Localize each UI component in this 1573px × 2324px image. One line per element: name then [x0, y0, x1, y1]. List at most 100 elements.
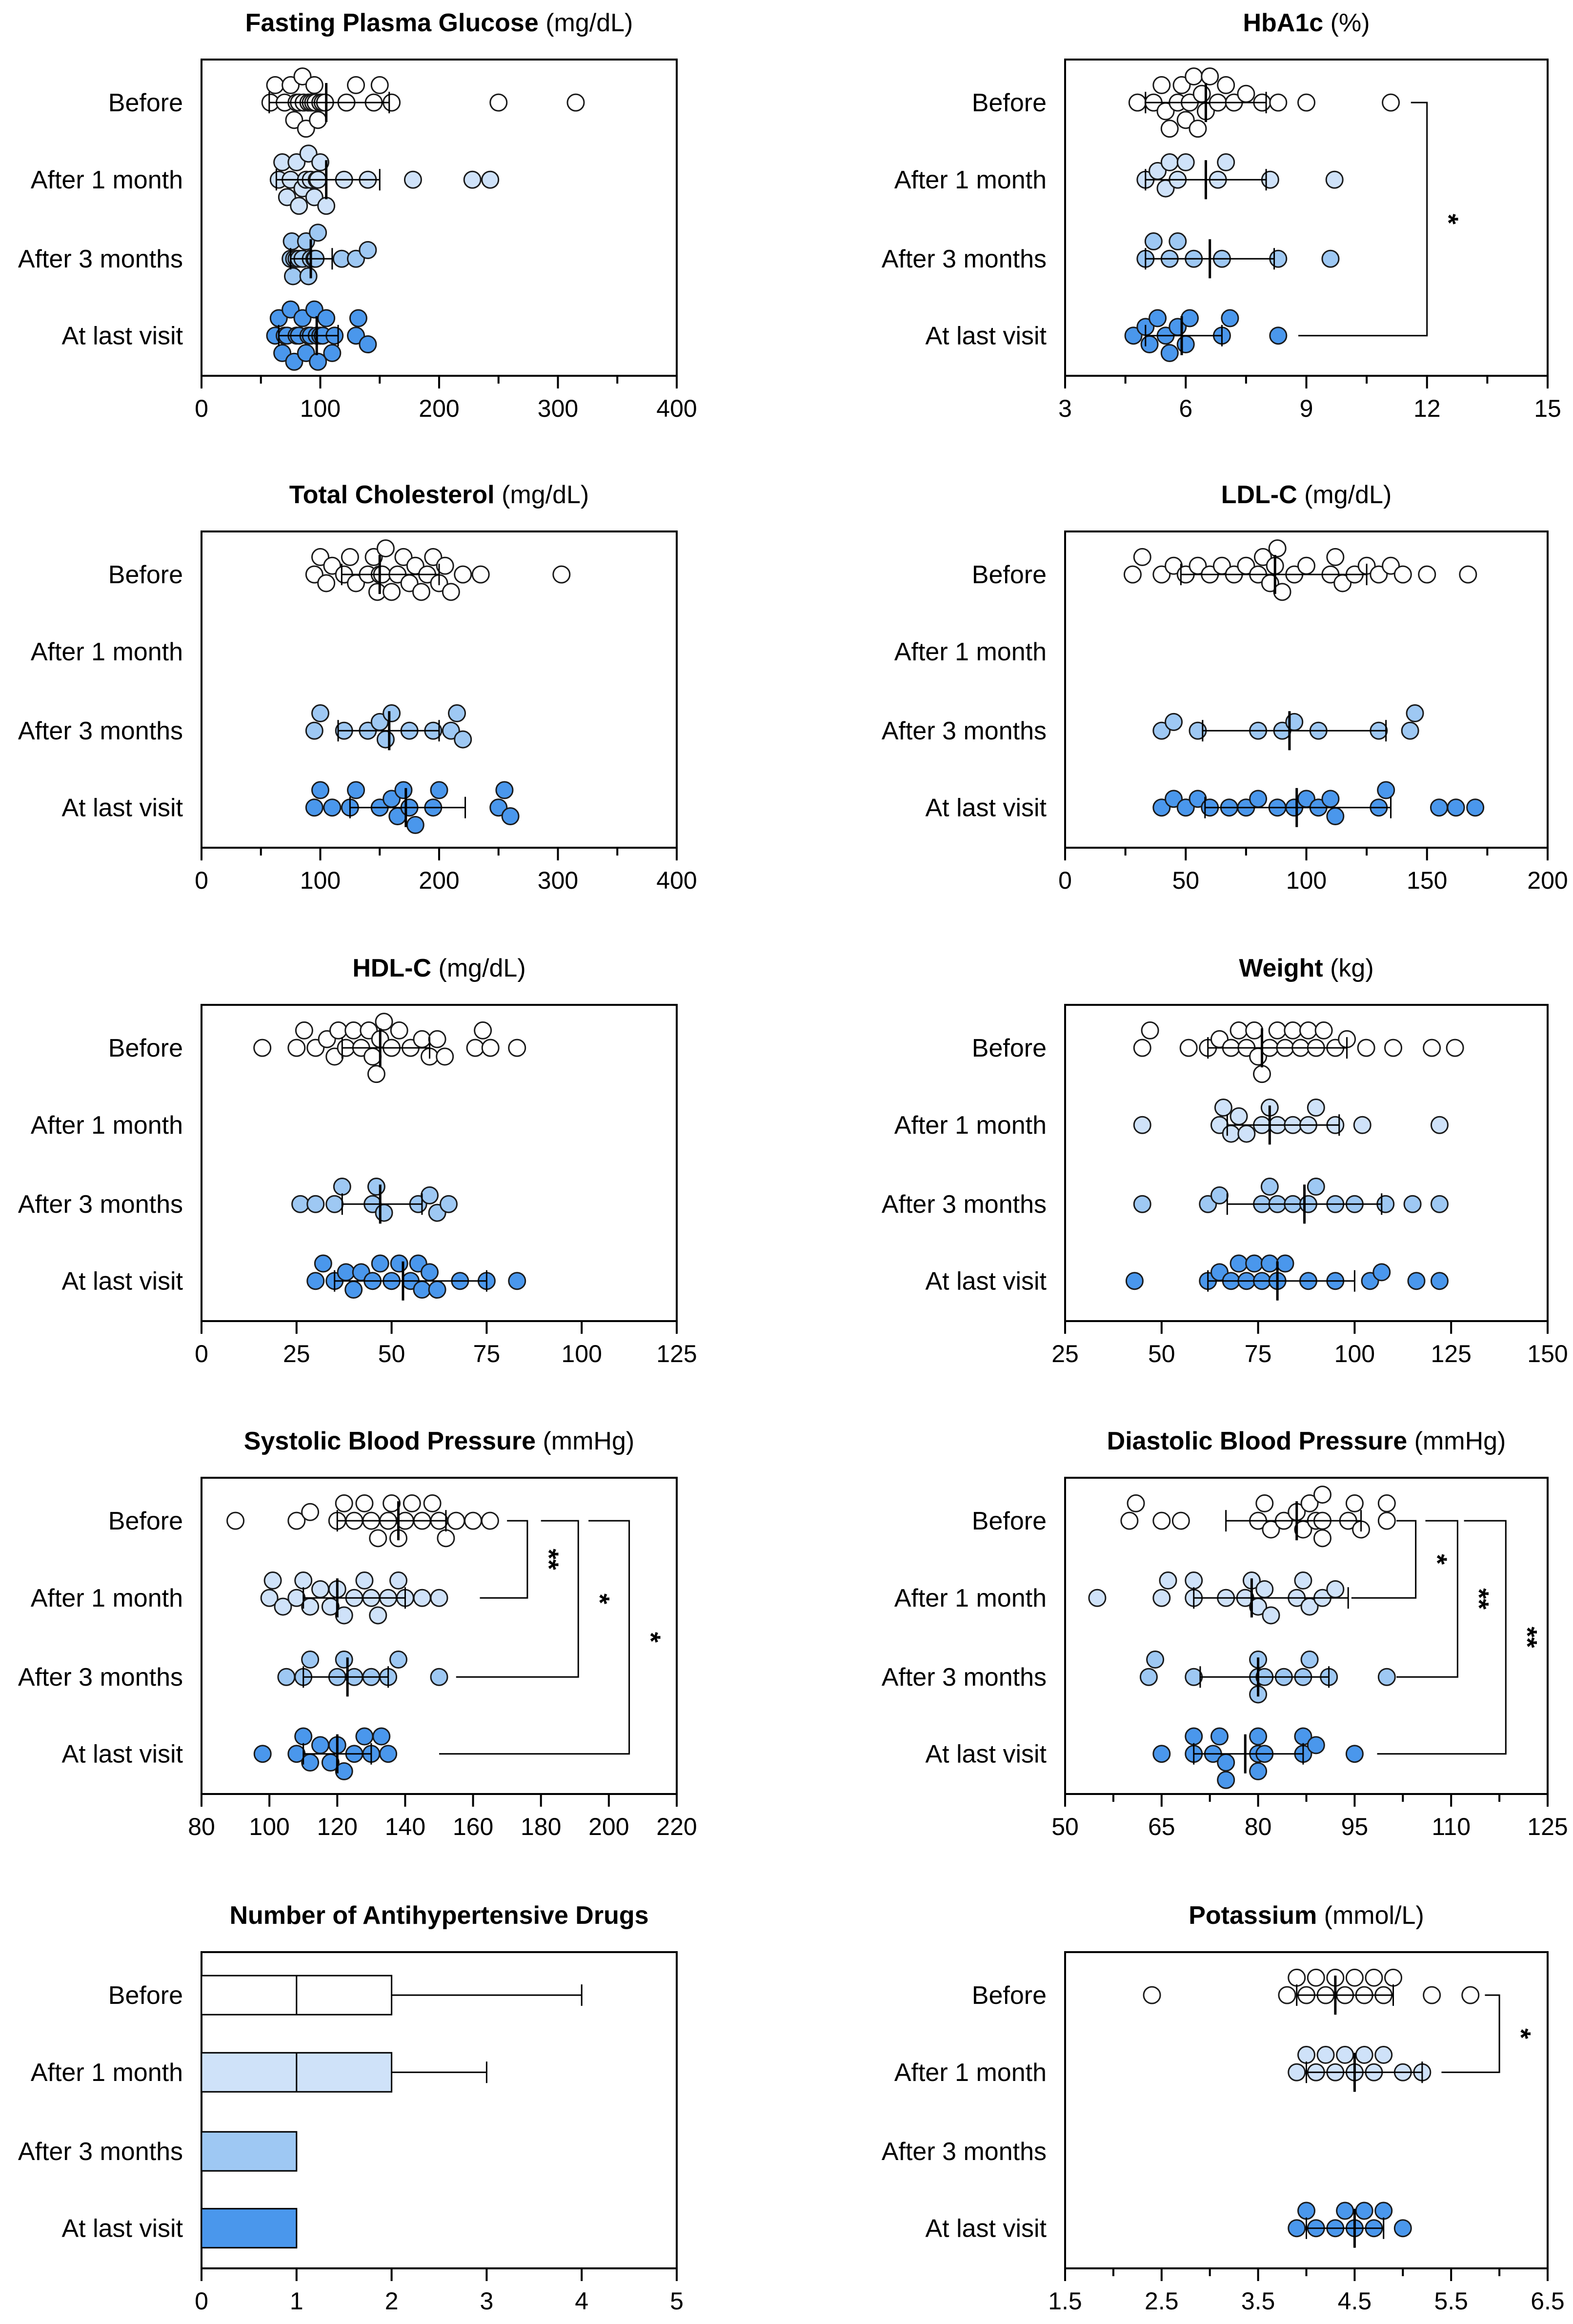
x-tick-label: 50: [1172, 867, 1199, 894]
data-point: [1273, 583, 1291, 601]
data-point: [1133, 548, 1151, 566]
category-label: After 1 month: [894, 638, 1047, 666]
x-tick-label: 140: [385, 1813, 425, 1840]
data-point: [1237, 84, 1255, 103]
bar: [201, 2131, 298, 2172]
data-point: [1313, 1529, 1331, 1548]
data-point: [1307, 1968, 1325, 1987]
category-label: After 3 months: [882, 717, 1047, 745]
data-point: [1269, 93, 1288, 112]
x-tick-label: 400: [656, 867, 697, 894]
category-label: After 1 month: [31, 1111, 183, 1140]
data-point: [375, 1203, 393, 1222]
data-point: [1152, 1745, 1171, 1763]
chart-panel: Systolic Blood Pressure (mmHg) 80 100 120 14…: [18, 1427, 697, 1840]
category-label: After 3 months: [882, 245, 1047, 273]
x-tick-label: 75: [473, 1340, 501, 1367]
data-point: [566, 93, 585, 112]
x-tick-label: 0: [195, 395, 208, 422]
x-tick-label: 25: [1051, 1340, 1079, 1367]
data-point: [347, 76, 365, 94]
data-point: [305, 721, 323, 740]
data-point: [413, 1030, 431, 1048]
data-point: [1447, 798, 1465, 817]
significance-bracket: [1441, 1994, 1500, 2073]
data-point: [1355, 2202, 1373, 2220]
data-point: [1430, 798, 1448, 817]
data-point: [1307, 1099, 1325, 1117]
data-point: [1179, 1039, 1198, 1057]
plot-frame: [1064, 1004, 1549, 1322]
data-point: [317, 197, 336, 215]
data-point: [1269, 326, 1288, 345]
data-point: [495, 781, 514, 799]
data-point: [337, 1263, 355, 1282]
data-point: [1393, 565, 1412, 584]
data-point: [1133, 1116, 1151, 1134]
data-point: [1124, 326, 1143, 345]
x-tick-label: 300: [538, 395, 578, 422]
data-point: [1297, 556, 1315, 575]
data-point: [1297, 2046, 1315, 2064]
data-point: [1171, 1511, 1190, 1530]
data-point: [1133, 1039, 1151, 1057]
data-point: [1120, 1511, 1139, 1530]
data-point: [359, 241, 377, 259]
data-point: [448, 704, 466, 723]
chart-title-unit: (mg/dL): [495, 481, 589, 509]
chart-title-unit: (mmol/L): [1317, 1901, 1424, 1930]
x-tick-label: 100: [1286, 867, 1327, 894]
data-point: [1144, 232, 1163, 251]
data-point: [335, 1651, 353, 1669]
data-point: [263, 1571, 282, 1590]
data-point: [1128, 93, 1147, 112]
x-tick-label: 220: [656, 1813, 697, 1840]
data-point: [447, 1511, 465, 1530]
data-point: [1201, 67, 1219, 86]
data-point: [1253, 548, 1272, 566]
chart-title: LDL-C (mg/dL): [1221, 481, 1392, 509]
data-point: [309, 111, 327, 129]
data-point: [1146, 1651, 1165, 1669]
category-label: After 1 month: [31, 2059, 183, 2087]
data-point: [371, 1254, 389, 1273]
data-point: [1141, 1021, 1159, 1040]
data-point: [481, 1039, 500, 1057]
significance-bracket: [1351, 1520, 1417, 1599]
category-label: Before: [972, 1034, 1047, 1062]
data-point: [376, 539, 395, 558]
x-tick-label: 9: [1300, 395, 1313, 422]
x-tick-label: 0: [195, 867, 208, 894]
chart-title-unit: (%): [1323, 9, 1370, 37]
data-point: [1176, 335, 1195, 354]
significance-bracket: [439, 1520, 630, 1755]
data-point: [1237, 1124, 1256, 1143]
data-point: [295, 1021, 313, 1040]
data-point: [1165, 713, 1183, 731]
category-label: After 1 month: [31, 638, 183, 666]
data-point: [1407, 1272, 1426, 1290]
data-point: [1192, 84, 1211, 103]
data-point: [299, 267, 318, 285]
category-label: After 3 months: [882, 1663, 1047, 1692]
data-point: [1253, 1065, 1271, 1083]
data-point: [390, 1254, 408, 1273]
data-point: [1268, 1021, 1287, 1040]
data-point: [1336, 2046, 1354, 2064]
data-point: [260, 1589, 279, 1607]
data-point: [1300, 1494, 1319, 1512]
data-point: [1365, 1968, 1383, 1987]
x-tick-label: 100: [300, 395, 341, 422]
chart-title-main: Diastolic Blood Pressure: [1107, 1427, 1408, 1455]
significance-label: *: [636, 1632, 666, 1643]
data-point: [1176, 111, 1195, 129]
chart-title-main: HbA1c: [1243, 9, 1323, 37]
data-point: [413, 1589, 431, 1607]
data-point: [1300, 1651, 1319, 1669]
data-point: [1284, 1021, 1302, 1040]
data-point: [294, 1727, 313, 1746]
data-point: [430, 1589, 448, 1607]
category-label: After 3 months: [882, 2138, 1047, 2166]
x-tick-label: 120: [317, 1813, 358, 1840]
category-label: Before: [972, 561, 1047, 589]
